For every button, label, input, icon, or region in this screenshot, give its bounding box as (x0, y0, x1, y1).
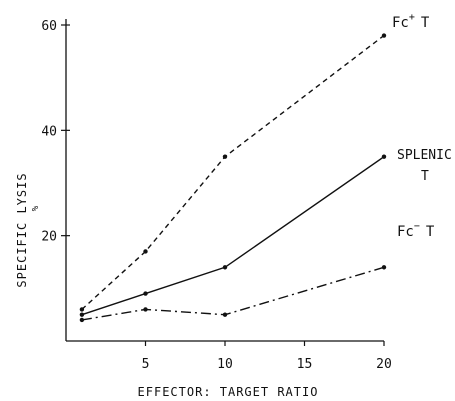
y-tick-label: 60 (41, 19, 57, 34)
data-point-splenic (79, 312, 85, 317)
data-point-splenic (222, 265, 228, 270)
series-line-splenic (81, 156, 385, 316)
series-label-fc-minus: Fc− T (397, 221, 435, 240)
series-label-splenic-t: T (421, 169, 429, 184)
y-ticks: 20 40 60 (41, 19, 70, 245)
series-label-splenic: SPLENIC (397, 148, 452, 163)
y-tick-label: 40 (41, 124, 57, 139)
x-tick-label: 5 (142, 357, 150, 372)
y-tick-label: 20 (41, 230, 57, 245)
data-point-fc-plus (79, 307, 85, 312)
data-point-fc-minus (79, 317, 85, 323)
x-tick-label: 15 (297, 357, 313, 372)
series-line-fc-minus (81, 266, 385, 321)
data-point-fc-minus (143, 307, 148, 312)
y-axis-title-symbol: % (31, 205, 41, 211)
series-line-fc-plus (81, 34, 385, 310)
series-label-fc-plus: Fc+ T (392, 12, 430, 31)
data-point-fc-minus (381, 265, 387, 270)
x-axis-title: EFFECTOR: TARGET RATIO (138, 385, 319, 399)
data-point-splenic (143, 291, 148, 296)
data-point-splenic (381, 154, 387, 159)
x-tick-label: 20 (376, 357, 392, 372)
y-axis-title: SPECIFIC LYSIS % (15, 172, 41, 287)
x-tick-label: 10 (217, 357, 233, 372)
data-point-fc-plus (222, 154, 228, 159)
data-point-fc-plus (381, 33, 387, 38)
series-layer (79, 33, 387, 323)
y-axis-title-text: SPECIFIC LYSIS (15, 172, 29, 287)
data-point-fc-plus (143, 249, 148, 254)
data-point-fc-minus (222, 312, 228, 317)
x-ticks: 5 10 15 20 (142, 341, 392, 372)
